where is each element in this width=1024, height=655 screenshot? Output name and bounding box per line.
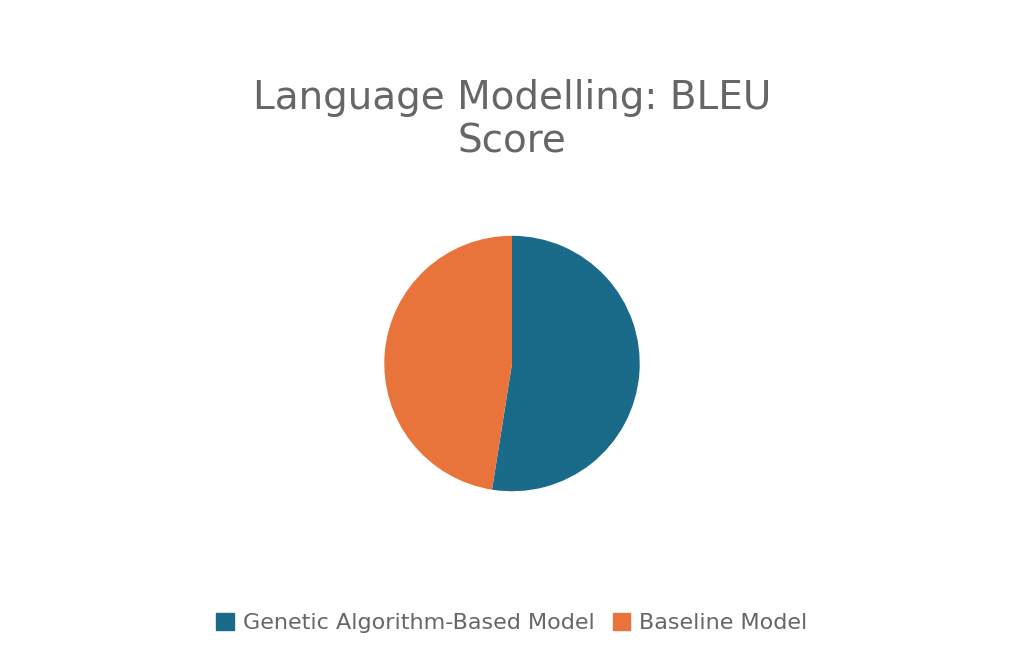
Text: Language Modelling: BLEU
Score: Language Modelling: BLEU Score <box>253 79 771 160</box>
Legend: Genetic Algorithm-Based Model, Baseline Model: Genetic Algorithm-Based Model, Baseline … <box>208 604 816 642</box>
Wedge shape <box>384 236 512 490</box>
Wedge shape <box>492 236 640 491</box>
